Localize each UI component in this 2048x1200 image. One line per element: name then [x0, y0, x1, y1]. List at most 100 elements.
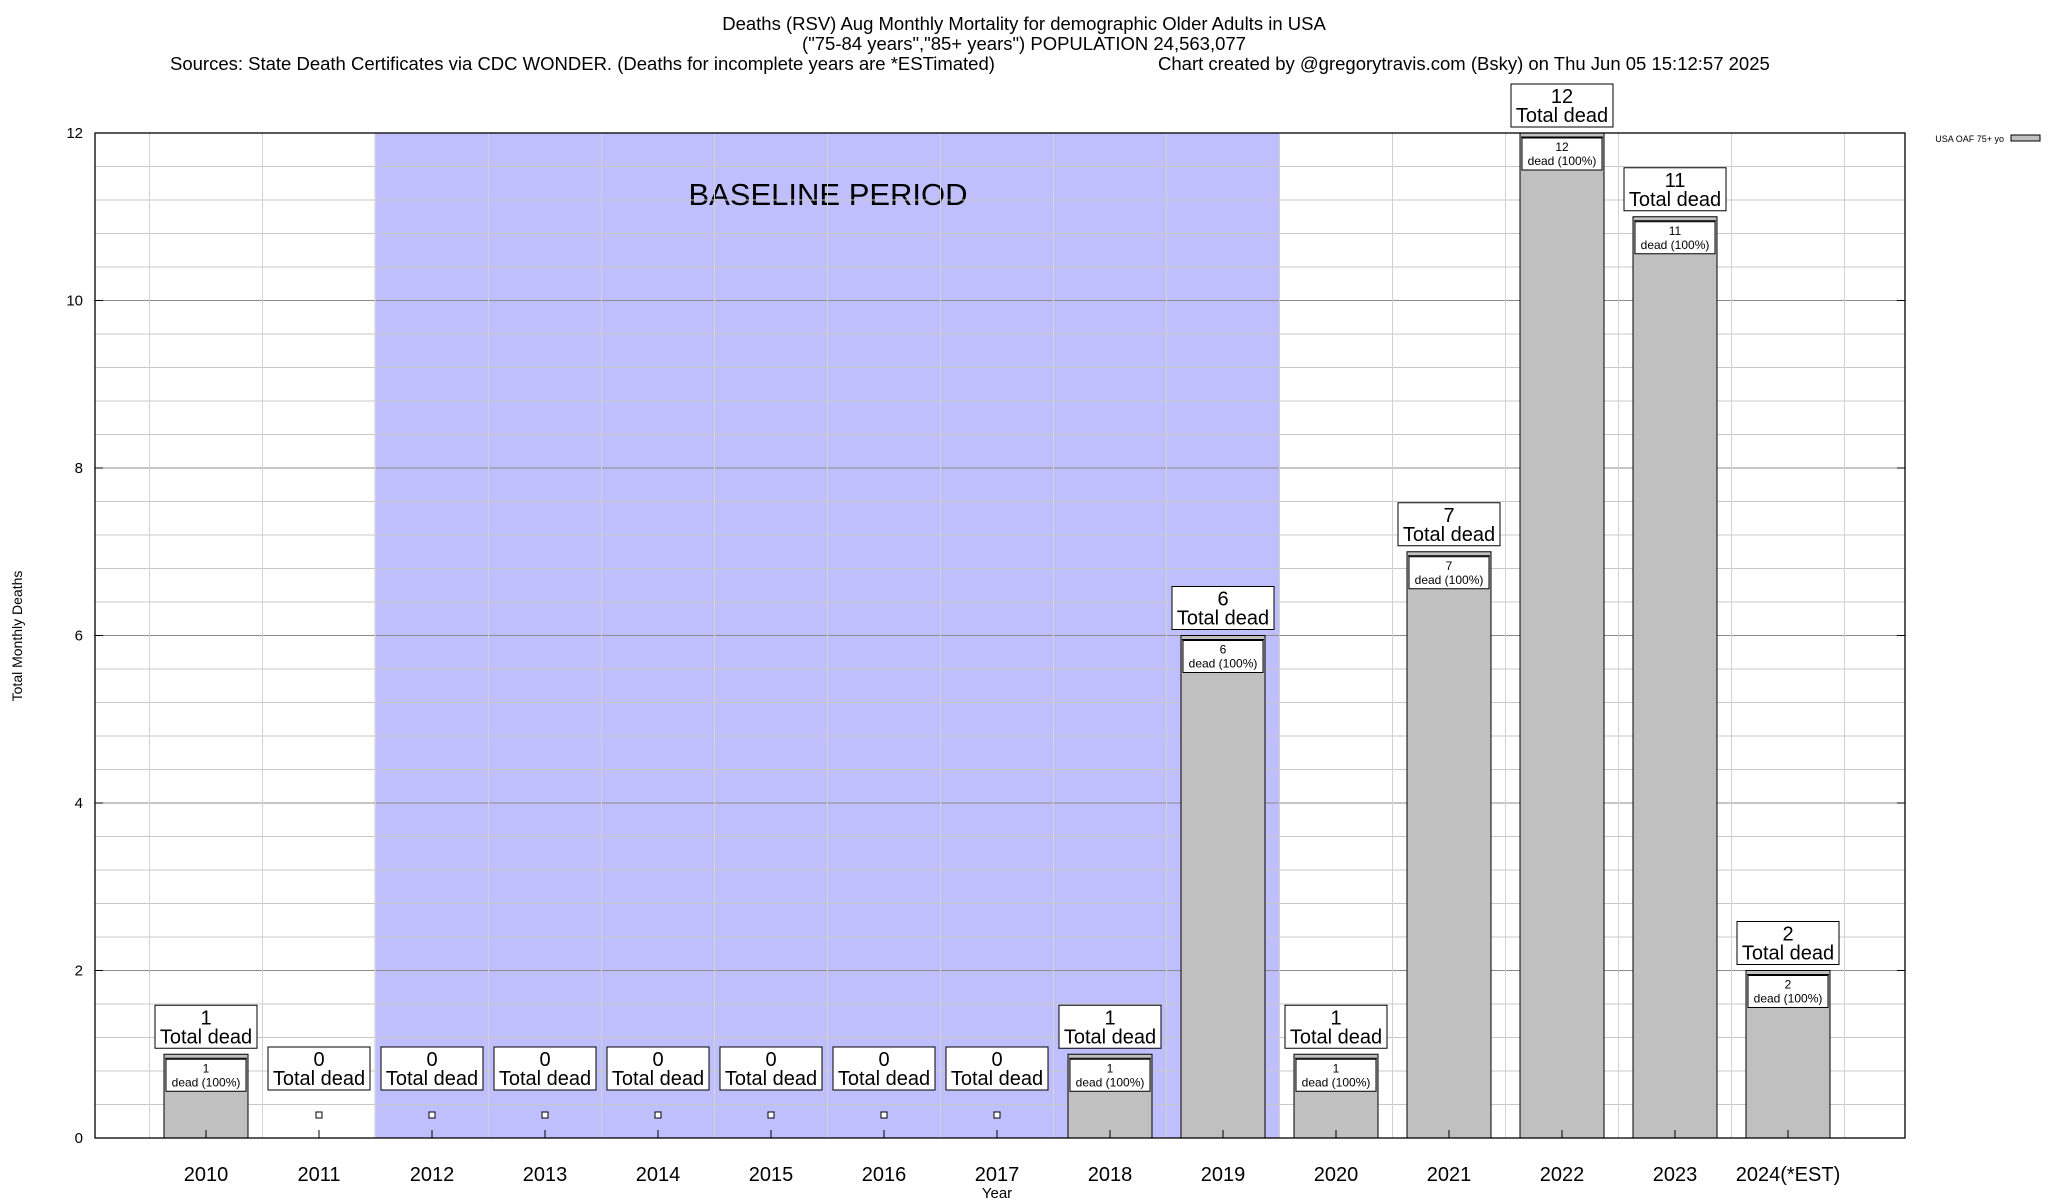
- bar-inner-value-2019: 6: [1220, 643, 1227, 657]
- x-tick-label-2013: 2013: [523, 1164, 568, 1186]
- y-tick-label: 6: [75, 628, 83, 645]
- x-tick-label-2021: 2021: [1427, 1164, 1472, 1186]
- bar-inner-label-box: [1295, 1058, 1377, 1092]
- total-value-2017: 0: [991, 1049, 1002, 1071]
- bar-inner-label-box: [1521, 137, 1603, 171]
- total-value-2021: 7: [1443, 505, 1454, 527]
- bar-2022: [1519, 132, 1605, 1139]
- zero-bar-marker: [428, 1111, 436, 1119]
- total-label-text: Total dead: [1516, 105, 1608, 127]
- total-value-2024(*EST): 2: [1782, 924, 1793, 946]
- legend-label: USA OAF 75+ yo: [1935, 134, 2004, 144]
- total-label-box: [719, 1046, 823, 1091]
- bar-inner-value-2021: 7: [1446, 559, 1453, 573]
- total-label-text: Total dead: [1403, 524, 1495, 546]
- bar-inner-value-2022: 12: [1555, 140, 1569, 154]
- total-value-2020: 1: [1330, 1007, 1341, 1029]
- y-axis-label: Total Monthly Deaths: [9, 571, 25, 702]
- total-value-2022: 12: [1551, 86, 1573, 108]
- y-tick-label: 2: [75, 963, 83, 980]
- bar-inner-value-2024(*EST): 2: [1785, 978, 1792, 992]
- bar-inner-label-text: dead (100%): [1528, 154, 1597, 168]
- total-value-2023: 11: [1665, 170, 1686, 192]
- y-tick-label: 10: [66, 293, 83, 310]
- total-label-box: [832, 1046, 936, 1091]
- zero-bar-marker: [541, 1111, 549, 1119]
- x-tick-label-2022: 2022: [1540, 1164, 1585, 1186]
- plot-frame: [94, 132, 1906, 1139]
- total-value-2016: 0: [878, 1049, 889, 1071]
- x-tick-label-2023: 2023: [1653, 1164, 1698, 1186]
- total-value-2018: 1: [1104, 1007, 1115, 1029]
- zero-bar-marker: [767, 1111, 775, 1119]
- total-value-2010: 1: [200, 1007, 211, 1029]
- total-label-text: Total dead: [1290, 1026, 1382, 1048]
- total-label-text: Total dead: [386, 1068, 478, 1090]
- total-value-2012: 0: [426, 1049, 437, 1071]
- bar-inner-label-text: dead (100%): [1754, 992, 1823, 1006]
- total-label-text: Total dead: [1629, 189, 1721, 211]
- bar-inner-value-2018: 1: [1107, 1061, 1114, 1075]
- total-label-text: Total dead: [612, 1068, 704, 1090]
- total-label-text: Total dead: [160, 1026, 252, 1048]
- y-tick-label: 4: [75, 795, 83, 812]
- bar-inner-label-text: dead (100%): [1302, 1075, 1371, 1089]
- total-label-box: [154, 1004, 258, 1049]
- bar-inner-label-box: [1182, 640, 1264, 673]
- x-tick-label-2011: 2011: [297, 1164, 340, 1186]
- total-value-2011: 0: [313, 1049, 324, 1071]
- total-label-box: [380, 1046, 484, 1091]
- total-label-box: [267, 1046, 371, 1091]
- bar-inner-label-text: dead (100%): [1076, 1075, 1145, 1089]
- x-tick-label-2019: 2019: [1201, 1164, 1246, 1186]
- zero-bar-marker: [315, 1111, 323, 1119]
- bar-inner-label-text: dead (100%): [172, 1075, 241, 1089]
- bar-inner-value-2010: 1: [203, 1061, 210, 1075]
- bar-inner-label-text: dead (100%): [1641, 238, 1710, 252]
- zero-bar-marker: [654, 1111, 662, 1119]
- total-label-text: Total dead: [273, 1068, 365, 1090]
- total-value-2019: 6: [1217, 589, 1228, 611]
- x-tick-label-2016: 2016: [862, 1164, 907, 1186]
- zero-bar-marker: [993, 1111, 1001, 1119]
- total-label-box: [1058, 1004, 1162, 1049]
- x-tick-label-2014: 2014: [636, 1164, 681, 1186]
- x-tick-label-2010: 2010: [184, 1164, 229, 1186]
- x-tick-label-2015: 2015: [749, 1164, 794, 1186]
- total-label-box: [493, 1046, 597, 1091]
- y-tick-label: 0: [75, 1130, 83, 1147]
- total-label-box: [1284, 1004, 1388, 1049]
- bar-inner-value-2020: 1: [1333, 1061, 1340, 1075]
- chart-credit: Chart created by @gregorytravis.com (Bsk…: [1158, 53, 1770, 74]
- bar-inner-label-box: [1069, 1058, 1151, 1092]
- total-label-text: Total dead: [1064, 1026, 1156, 1048]
- bar-inner-label-box: [1634, 221, 1716, 255]
- bar-2019: [1180, 635, 1266, 1139]
- y-tick-label: 12: [66, 125, 83, 142]
- chart-title-line1: Deaths (RSV) Aug Monthly Mortality for d…: [722, 13, 1326, 34]
- bar-inner-label-text: dead (100%): [1189, 657, 1258, 671]
- bar-inner-label-text: dead (100%): [1415, 573, 1484, 587]
- total-label-text: Total dead: [725, 1068, 817, 1090]
- x-tick-label-2012: 2012: [410, 1164, 455, 1186]
- total-label-box: [1623, 167, 1727, 212]
- total-label-box: [945, 1046, 1049, 1091]
- total-value-2013: 0: [539, 1049, 550, 1071]
- total-label-box: [1171, 586, 1275, 630]
- chart-sources-note: Sources: State Death Certificates via CD…: [170, 53, 995, 74]
- bar-inner-value-2023: 11: [1669, 224, 1682, 238]
- x-tick-label-2020: 2020: [1314, 1164, 1359, 1186]
- bar-inner-label-box: [1747, 975, 1829, 1008]
- total-label-box: [1397, 502, 1501, 547]
- total-value-2014: 0: [652, 1049, 663, 1071]
- y-tick-label: 8: [75, 460, 83, 477]
- bar-inner-label-box: [1408, 556, 1490, 590]
- zero-bar-marker: [880, 1111, 888, 1119]
- total-label-box: [1510, 83, 1614, 128]
- total-label-text: Total dead: [1177, 608, 1269, 630]
- total-label-box: [1736, 921, 1840, 965]
- total-value-2015: 0: [765, 1049, 776, 1071]
- total-label-text: Total dead: [838, 1068, 930, 1090]
- x-tick-label-2024(*EST): 2024(*EST): [1736, 1164, 1841, 1186]
